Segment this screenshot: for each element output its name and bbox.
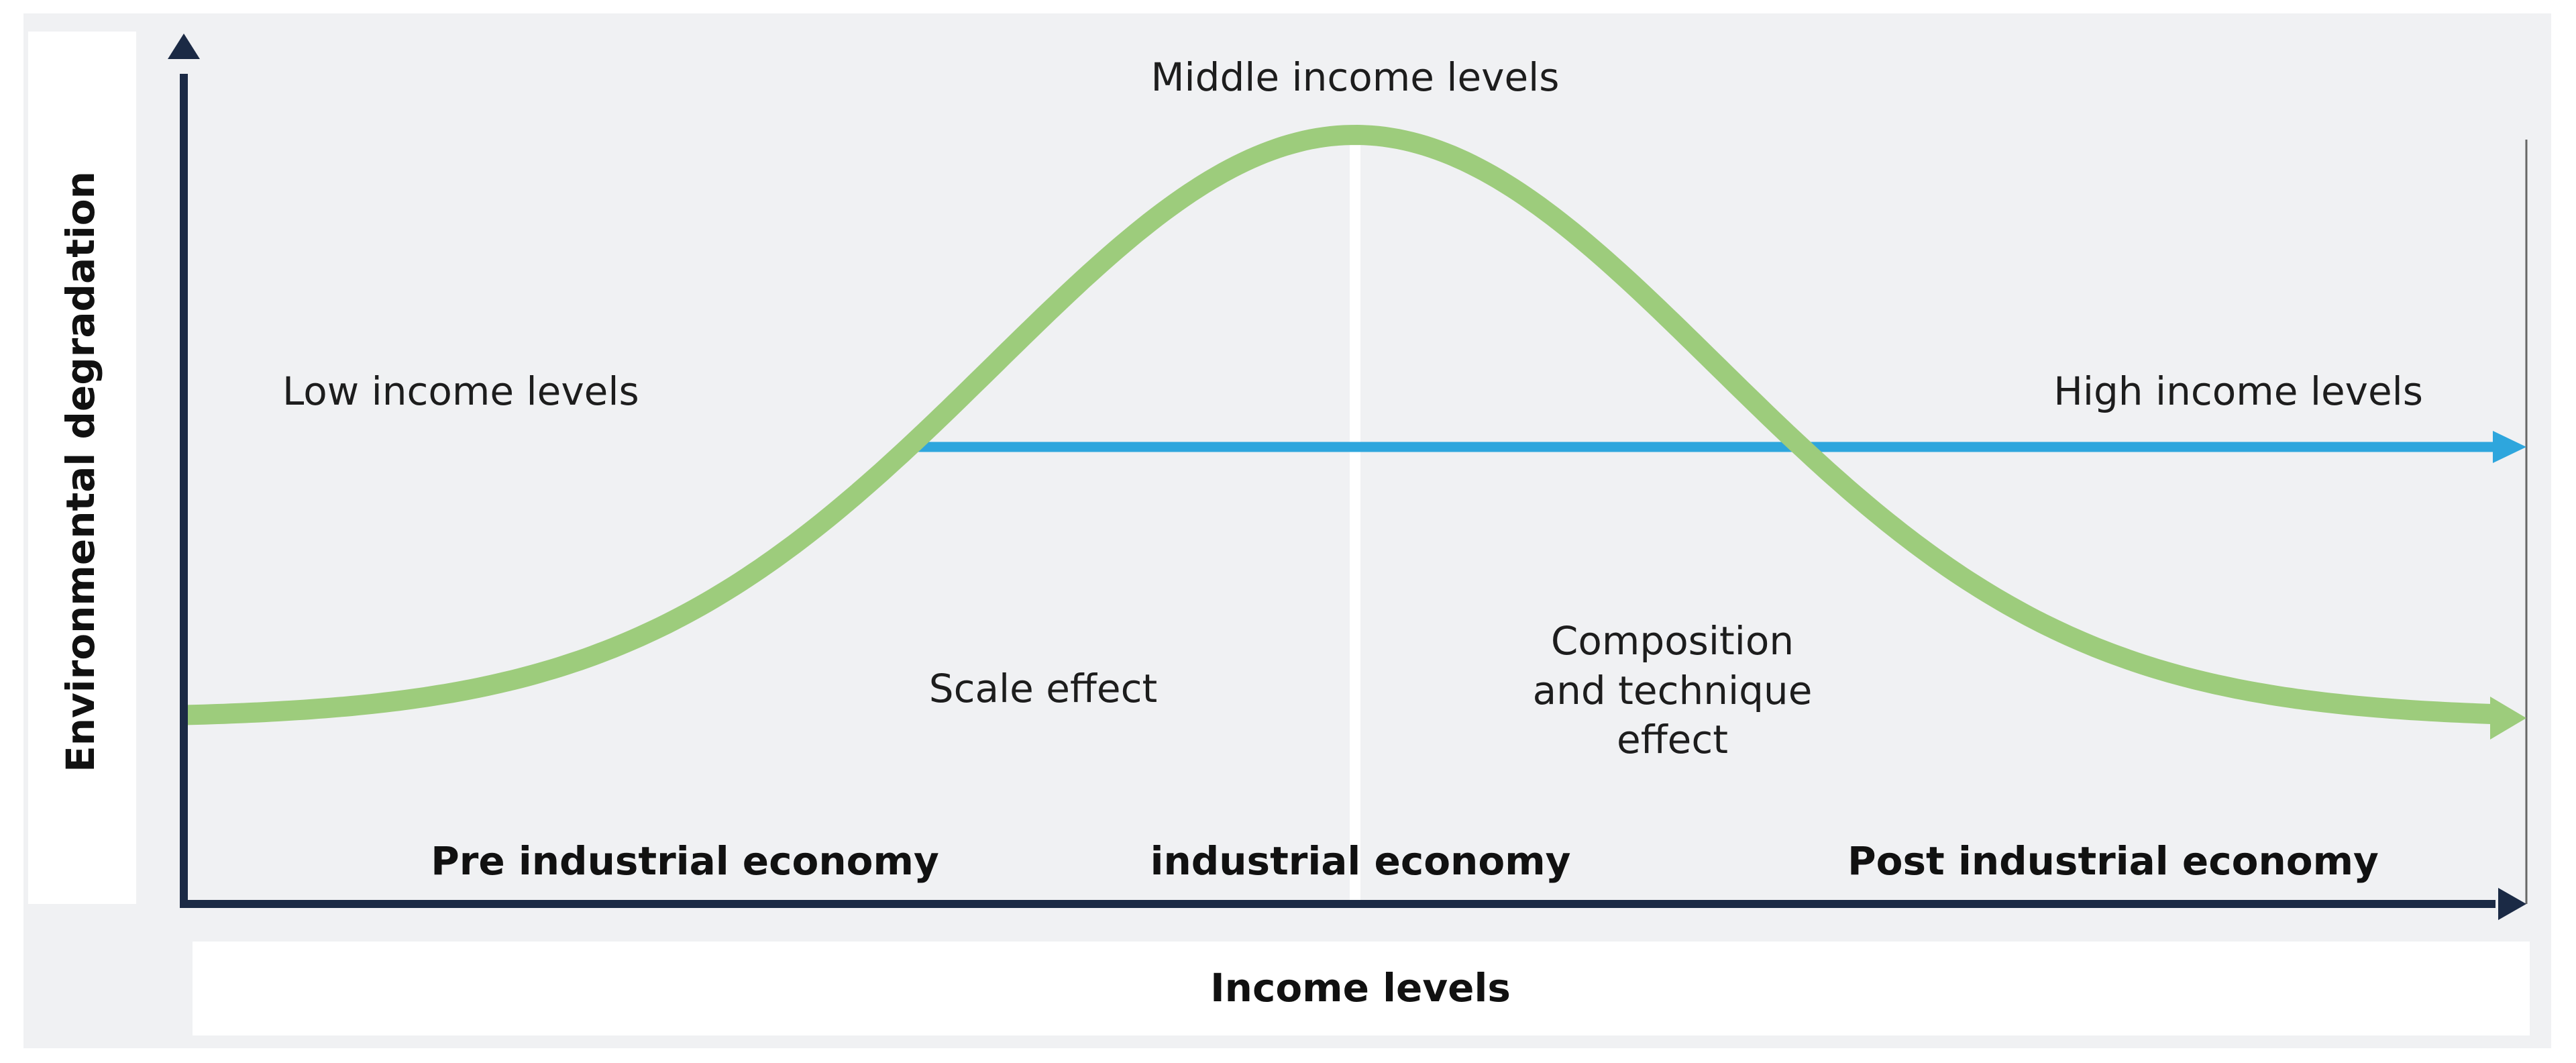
stage-industrial: industrial economy <box>1150 838 1571 884</box>
y-label-box <box>28 32 136 904</box>
middle-income-label: Middle income levels <box>1150 54 1559 100</box>
x-axis-arrowhead <box>2498 888 2526 920</box>
y-axis-label: Environmental degradation <box>58 171 103 772</box>
x-label-box <box>193 942 2530 1035</box>
stage-pre-industrial: Pre industrial economy <box>431 838 939 884</box>
y-axis-arrowhead <box>168 34 200 59</box>
diagram-background <box>23 13 2551 1048</box>
high-income-label: High income levels <box>2053 368 2423 414</box>
low-income-label: Low income levels <box>282 368 639 414</box>
curve-arrowhead <box>2490 697 2526 740</box>
composition-effect-label-3: effect <box>1617 717 1728 762</box>
stage-post-industrial: Post industrial economy <box>1847 838 2379 884</box>
composition-effect-label-2: and technique <box>1533 668 1813 713</box>
kuznets-curve <box>183 124 2492 725</box>
composition-effect-label-1: Composition <box>1551 618 1794 664</box>
x-axis-label: Income levels <box>1210 965 1511 1011</box>
scale-effect-label: Scale effect <box>929 666 1157 711</box>
threshold-arrowhead <box>2493 431 2526 463</box>
